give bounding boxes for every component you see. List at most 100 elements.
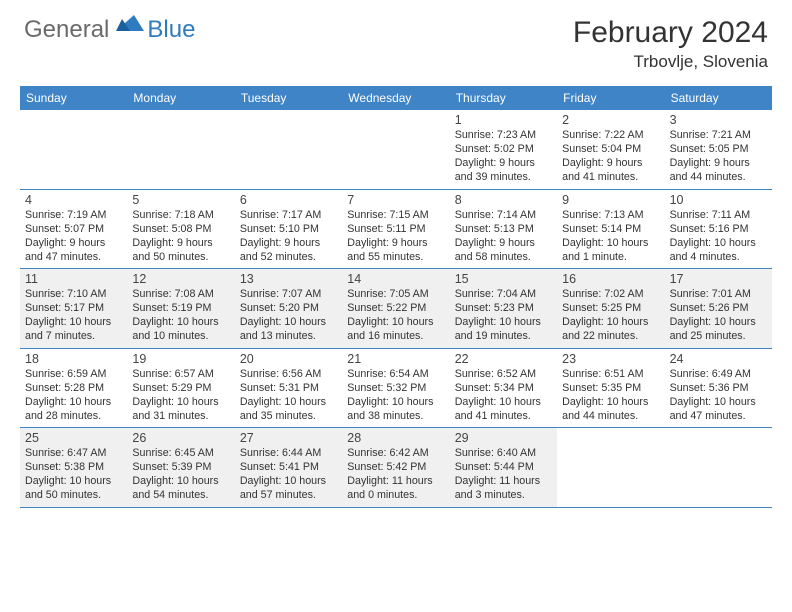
calendar-cell: 6Sunrise: 7:17 AMSunset: 5:10 PMDaylight… <box>235 190 342 270</box>
calendar-week-row: 11Sunrise: 7:10 AMSunset: 5:17 PMDayligh… <box>20 269 772 349</box>
logo: General Blue <box>24 16 195 44</box>
day-data: Sunrise: 6:56 AMSunset: 5:31 PMDaylight:… <box>240 367 337 424</box>
calendar-cell: 28Sunrise: 6:42 AMSunset: 5:42 PMDayligh… <box>342 428 449 508</box>
day-number: 2 <box>562 113 659 127</box>
day-data: Sunrise: 7:07 AMSunset: 5:20 PMDaylight:… <box>240 287 337 344</box>
calendar-cell: 11Sunrise: 7:10 AMSunset: 5:17 PMDayligh… <box>20 269 127 349</box>
day-data: Sunrise: 6:47 AMSunset: 5:38 PMDaylight:… <box>25 446 122 503</box>
calendar-cell: 5Sunrise: 7:18 AMSunset: 5:08 PMDaylight… <box>127 190 234 270</box>
day-number: 15 <box>455 272 552 286</box>
day-number: 26 <box>132 431 229 445</box>
day-data: Sunrise: 7:04 AMSunset: 5:23 PMDaylight:… <box>455 287 552 344</box>
calendar-cell: 8Sunrise: 7:14 AMSunset: 5:13 PMDaylight… <box>450 190 557 270</box>
calendar-cell: 17Sunrise: 7:01 AMSunset: 5:26 PMDayligh… <box>665 269 772 349</box>
calendar-week-row: 18Sunrise: 6:59 AMSunset: 5:28 PMDayligh… <box>20 349 772 429</box>
day-number: 17 <box>670 272 767 286</box>
logo-text-general: General <box>24 16 109 44</box>
day-number: 10 <box>670 193 767 207</box>
day-header: Thursday <box>450 86 557 110</box>
day-number: 14 <box>347 272 444 286</box>
day-number: 7 <box>347 193 444 207</box>
calendar-cell: 7Sunrise: 7:15 AMSunset: 5:11 PMDaylight… <box>342 190 449 270</box>
month-title: February 2024 <box>573 16 768 50</box>
day-number: 18 <box>25 352 122 366</box>
day-number: 23 <box>562 352 659 366</box>
day-data: Sunrise: 7:08 AMSunset: 5:19 PMDaylight:… <box>132 287 229 344</box>
calendar-header-row: SundayMondayTuesdayWednesdayThursdayFrid… <box>20 86 772 110</box>
calendar-week-row: 1Sunrise: 7:23 AMSunset: 5:02 PMDaylight… <box>20 110 772 190</box>
day-data: Sunrise: 7:02 AMSunset: 5:25 PMDaylight:… <box>562 287 659 344</box>
day-data: Sunrise: 7:13 AMSunset: 5:14 PMDaylight:… <box>562 208 659 265</box>
day-data: Sunrise: 7:05 AMSunset: 5:22 PMDaylight:… <box>347 287 444 344</box>
day-number: 16 <box>562 272 659 286</box>
calendar-cell: 9Sunrise: 7:13 AMSunset: 5:14 PMDaylight… <box>557 190 664 270</box>
day-data: Sunrise: 6:49 AMSunset: 5:36 PMDaylight:… <box>670 367 767 424</box>
location-label: Trbovlje, Slovenia <box>573 52 768 72</box>
day-number: 28 <box>347 431 444 445</box>
calendar-cell-empty <box>235 110 342 190</box>
day-header: Saturday <box>665 86 772 110</box>
calendar-cell-empty <box>665 428 772 508</box>
calendar: SundayMondayTuesdayWednesdayThursdayFrid… <box>20 86 772 508</box>
calendar-cell: 22Sunrise: 6:52 AMSunset: 5:34 PMDayligh… <box>450 349 557 429</box>
calendar-cell: 27Sunrise: 6:44 AMSunset: 5:41 PMDayligh… <box>235 428 342 508</box>
day-data: Sunrise: 7:18 AMSunset: 5:08 PMDaylight:… <box>132 208 229 265</box>
day-number: 20 <box>240 352 337 366</box>
day-number: 24 <box>670 352 767 366</box>
calendar-cell: 20Sunrise: 6:56 AMSunset: 5:31 PMDayligh… <box>235 349 342 429</box>
calendar-cell-empty <box>127 110 234 190</box>
calendar-cell: 12Sunrise: 7:08 AMSunset: 5:19 PMDayligh… <box>127 269 234 349</box>
day-data: Sunrise: 6:44 AMSunset: 5:41 PMDaylight:… <box>240 446 337 503</box>
day-header: Tuesday <box>235 86 342 110</box>
calendar-cell: 13Sunrise: 7:07 AMSunset: 5:20 PMDayligh… <box>235 269 342 349</box>
day-data: Sunrise: 7:19 AMSunset: 5:07 PMDaylight:… <box>25 208 122 265</box>
calendar-cell: 4Sunrise: 7:19 AMSunset: 5:07 PMDaylight… <box>20 190 127 270</box>
day-data: Sunrise: 6:42 AMSunset: 5:42 PMDaylight:… <box>347 446 444 503</box>
day-number: 13 <box>240 272 337 286</box>
day-number: 22 <box>455 352 552 366</box>
calendar-cell-empty <box>557 428 664 508</box>
calendar-cell: 29Sunrise: 6:40 AMSunset: 5:44 PMDayligh… <box>450 428 557 508</box>
day-number: 19 <box>132 352 229 366</box>
day-data: Sunrise: 7:21 AMSunset: 5:05 PMDaylight:… <box>670 128 767 185</box>
day-number: 3 <box>670 113 767 127</box>
day-data: Sunrise: 7:22 AMSunset: 5:04 PMDaylight:… <box>562 128 659 185</box>
day-number: 1 <box>455 113 552 127</box>
day-number: 29 <box>455 431 552 445</box>
day-data: Sunrise: 6:51 AMSunset: 5:35 PMDaylight:… <box>562 367 659 424</box>
calendar-cell: 2Sunrise: 7:22 AMSunset: 5:04 PMDaylight… <box>557 110 664 190</box>
day-data: Sunrise: 6:57 AMSunset: 5:29 PMDaylight:… <box>132 367 229 424</box>
day-number: 5 <box>132 193 229 207</box>
day-data: Sunrise: 7:01 AMSunset: 5:26 PMDaylight:… <box>670 287 767 344</box>
day-data: Sunrise: 6:59 AMSunset: 5:28 PMDaylight:… <box>25 367 122 424</box>
day-number: 6 <box>240 193 337 207</box>
calendar-cell: 16Sunrise: 7:02 AMSunset: 5:25 PMDayligh… <box>557 269 664 349</box>
calendar-cell: 26Sunrise: 6:45 AMSunset: 5:39 PMDayligh… <box>127 428 234 508</box>
day-header: Monday <box>127 86 234 110</box>
calendar-week-row: 4Sunrise: 7:19 AMSunset: 5:07 PMDaylight… <box>20 190 772 270</box>
day-data: Sunrise: 7:17 AMSunset: 5:10 PMDaylight:… <box>240 208 337 265</box>
header: General Blue February 2024 Trbovlje, Slo… <box>0 0 792 80</box>
calendar-cell: 3Sunrise: 7:21 AMSunset: 5:05 PMDaylight… <box>665 110 772 190</box>
day-header: Sunday <box>20 86 127 110</box>
calendar-body: 1Sunrise: 7:23 AMSunset: 5:02 PMDaylight… <box>20 110 772 508</box>
calendar-cell: 15Sunrise: 7:04 AMSunset: 5:23 PMDayligh… <box>450 269 557 349</box>
day-data: Sunrise: 6:45 AMSunset: 5:39 PMDaylight:… <box>132 446 229 503</box>
day-data: Sunrise: 7:14 AMSunset: 5:13 PMDaylight:… <box>455 208 552 265</box>
calendar-cell: 18Sunrise: 6:59 AMSunset: 5:28 PMDayligh… <box>20 349 127 429</box>
calendar-cell: 19Sunrise: 6:57 AMSunset: 5:29 PMDayligh… <box>127 349 234 429</box>
day-data: Sunrise: 6:54 AMSunset: 5:32 PMDaylight:… <box>347 367 444 424</box>
calendar-cell: 10Sunrise: 7:11 AMSunset: 5:16 PMDayligh… <box>665 190 772 270</box>
day-data: Sunrise: 7:11 AMSunset: 5:16 PMDaylight:… <box>670 208 767 265</box>
day-data: Sunrise: 7:15 AMSunset: 5:11 PMDaylight:… <box>347 208 444 265</box>
calendar-cell: 25Sunrise: 6:47 AMSunset: 5:38 PMDayligh… <box>20 428 127 508</box>
day-number: 9 <box>562 193 659 207</box>
day-data: Sunrise: 6:52 AMSunset: 5:34 PMDaylight:… <box>455 367 552 424</box>
day-header: Friday <box>557 86 664 110</box>
calendar-cell: 21Sunrise: 6:54 AMSunset: 5:32 PMDayligh… <box>342 349 449 429</box>
logo-icon <box>116 15 144 36</box>
logo-text-blue: Blue <box>147 16 195 44</box>
title-block: February 2024 Trbovlje, Slovenia <box>573 16 768 72</box>
calendar-cell: 1Sunrise: 7:23 AMSunset: 5:02 PMDaylight… <box>450 110 557 190</box>
calendar-cell: 14Sunrise: 7:05 AMSunset: 5:22 PMDayligh… <box>342 269 449 349</box>
